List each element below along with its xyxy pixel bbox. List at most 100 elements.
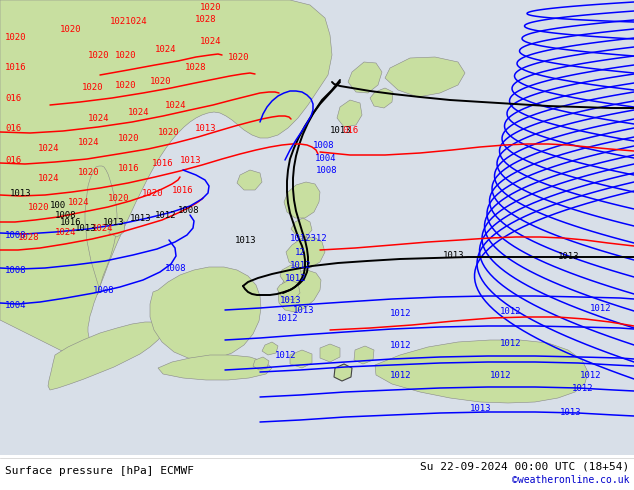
Polygon shape bbox=[348, 62, 382, 93]
Polygon shape bbox=[385, 57, 465, 97]
Text: 1013: 1013 bbox=[180, 155, 202, 165]
Text: 1024: 1024 bbox=[128, 107, 150, 117]
Text: 1012: 1012 bbox=[590, 303, 612, 313]
Text: 1020: 1020 bbox=[82, 83, 103, 93]
Text: 1008: 1008 bbox=[5, 266, 27, 274]
Text: 1013: 1013 bbox=[280, 295, 302, 304]
Text: 1020: 1020 bbox=[158, 127, 179, 137]
Polygon shape bbox=[253, 357, 269, 370]
Text: 1008: 1008 bbox=[313, 141, 335, 149]
Text: 1012: 1012 bbox=[572, 384, 593, 392]
Text: 1013: 1013 bbox=[443, 250, 465, 260]
Text: 1020: 1020 bbox=[118, 133, 139, 143]
Text: 1016: 1016 bbox=[118, 164, 139, 172]
Text: 1020: 1020 bbox=[28, 202, 49, 212]
Text: 1024: 1024 bbox=[200, 38, 221, 47]
Text: 1012: 1012 bbox=[155, 211, 176, 220]
Text: 100: 100 bbox=[50, 200, 66, 210]
Text: 1004: 1004 bbox=[315, 153, 337, 163]
Text: ©weatheronline.co.uk: ©weatheronline.co.uk bbox=[512, 475, 629, 485]
Text: 1012: 1012 bbox=[390, 370, 411, 379]
Polygon shape bbox=[291, 218, 312, 237]
Text: 1024: 1024 bbox=[68, 197, 89, 206]
Text: 1012: 1012 bbox=[285, 273, 306, 283]
Polygon shape bbox=[158, 355, 272, 380]
Polygon shape bbox=[48, 322, 165, 390]
Polygon shape bbox=[280, 265, 302, 285]
Text: 1013: 1013 bbox=[195, 123, 216, 132]
Polygon shape bbox=[290, 350, 312, 368]
Text: 1028: 1028 bbox=[18, 232, 39, 242]
Text: 1013: 1013 bbox=[470, 403, 491, 413]
Text: 016: 016 bbox=[5, 94, 21, 102]
Polygon shape bbox=[277, 280, 300, 300]
Polygon shape bbox=[85, 166, 117, 295]
Text: 1020: 1020 bbox=[5, 33, 27, 43]
Text: 1008: 1008 bbox=[5, 230, 27, 240]
Polygon shape bbox=[237, 170, 262, 190]
Text: 1008: 1008 bbox=[55, 211, 77, 220]
Polygon shape bbox=[354, 346, 374, 364]
Polygon shape bbox=[375, 340, 588, 403]
Text: 1024: 1024 bbox=[88, 114, 110, 122]
Text: 1028: 1028 bbox=[185, 64, 207, 73]
Text: 1024: 1024 bbox=[55, 227, 77, 237]
Text: 1012: 1012 bbox=[390, 309, 411, 318]
Text: 1024: 1024 bbox=[78, 138, 100, 147]
Text: 1008: 1008 bbox=[165, 264, 186, 272]
Text: 1020: 1020 bbox=[228, 53, 250, 63]
Polygon shape bbox=[286, 237, 325, 268]
Text: 1013: 1013 bbox=[130, 214, 152, 222]
Text: 1016: 1016 bbox=[5, 64, 27, 73]
Polygon shape bbox=[109, 218, 125, 237]
Text: 1013: 1013 bbox=[558, 251, 579, 261]
Text: 1008: 1008 bbox=[93, 286, 115, 294]
Text: 1016: 1016 bbox=[60, 218, 82, 226]
Polygon shape bbox=[337, 100, 362, 127]
Text: 1016: 1016 bbox=[172, 186, 193, 195]
Polygon shape bbox=[370, 88, 393, 108]
Polygon shape bbox=[0, 0, 332, 360]
Text: 1012: 1012 bbox=[277, 314, 299, 322]
Text: 1024: 1024 bbox=[165, 100, 186, 109]
Text: 1012: 1012 bbox=[290, 261, 311, 270]
Text: Surface pressure [hPa] ECMWF: Surface pressure [hPa] ECMWF bbox=[5, 466, 194, 476]
Text: 1020: 1020 bbox=[115, 50, 136, 59]
Text: 1008: 1008 bbox=[316, 166, 337, 174]
Text: 1012: 1012 bbox=[580, 370, 602, 379]
Text: 1013: 1013 bbox=[330, 125, 351, 134]
Text: 1020: 1020 bbox=[200, 3, 221, 13]
Text: 1013: 1013 bbox=[293, 305, 314, 315]
Text: 1012: 1012 bbox=[390, 341, 411, 349]
Text: 1020: 1020 bbox=[142, 189, 164, 197]
Text: 12: 12 bbox=[295, 247, 306, 256]
Text: 1020: 1020 bbox=[115, 80, 136, 90]
Text: 016: 016 bbox=[342, 125, 358, 134]
Text: 1012312: 1012312 bbox=[290, 234, 328, 243]
Text: 016: 016 bbox=[5, 155, 21, 165]
Text: 1013: 1013 bbox=[235, 236, 257, 245]
Text: 1020: 1020 bbox=[78, 168, 100, 176]
Text: Su 22-09-2024 00:00 UTC (18+54): Su 22-09-2024 00:00 UTC (18+54) bbox=[420, 461, 629, 471]
Text: 1020: 1020 bbox=[108, 194, 129, 202]
Polygon shape bbox=[334, 364, 352, 381]
Text: 1016: 1016 bbox=[152, 158, 174, 168]
Text: 016: 016 bbox=[5, 123, 21, 132]
Text: 1004: 1004 bbox=[5, 300, 27, 310]
Bar bbox=[0, 455, 634, 490]
Text: 1008: 1008 bbox=[178, 205, 200, 215]
Text: 1013: 1013 bbox=[560, 408, 581, 416]
Polygon shape bbox=[320, 344, 340, 362]
Text: 1013: 1013 bbox=[103, 218, 124, 226]
Text: 1024: 1024 bbox=[92, 223, 113, 232]
Polygon shape bbox=[262, 342, 278, 355]
Text: 1028: 1028 bbox=[195, 16, 216, 24]
Text: 1024: 1024 bbox=[155, 46, 176, 54]
Text: 1012: 1012 bbox=[490, 370, 512, 379]
Text: 1020: 1020 bbox=[60, 25, 82, 34]
Text: 1024: 1024 bbox=[38, 173, 60, 182]
Text: 1013: 1013 bbox=[75, 223, 96, 232]
Text: 1020: 1020 bbox=[150, 77, 172, 87]
Text: 1012: 1012 bbox=[500, 307, 522, 316]
Text: 1013: 1013 bbox=[10, 189, 32, 197]
